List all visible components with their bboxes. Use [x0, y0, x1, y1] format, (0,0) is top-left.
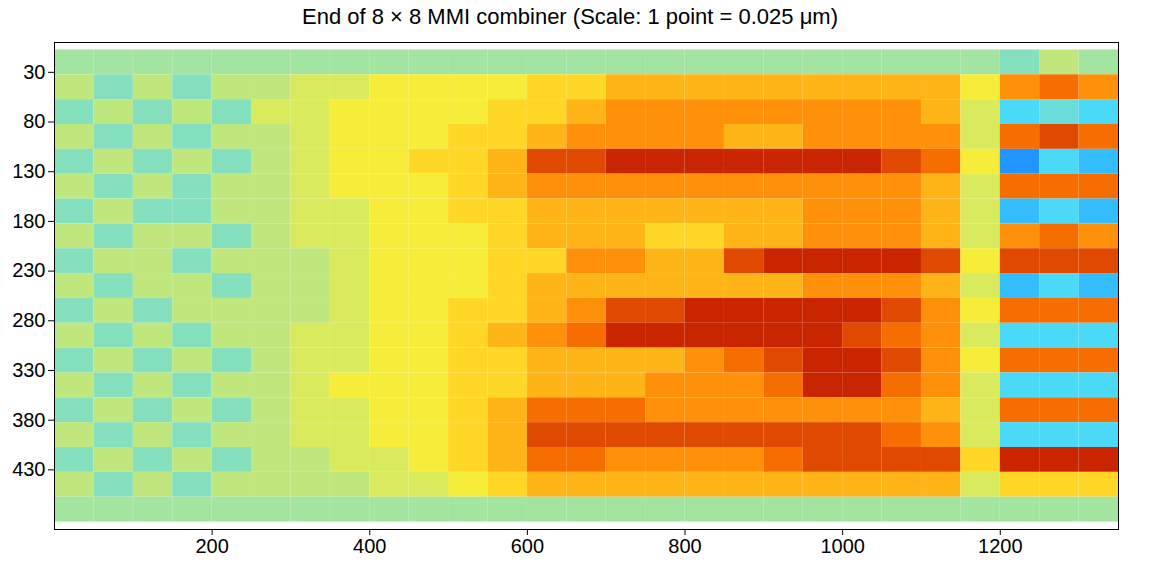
svg-text:600: 600	[511, 535, 544, 557]
svg-text:1200: 1200	[978, 535, 1023, 557]
svg-text:400: 400	[353, 535, 386, 557]
svg-text:180: 180	[12, 210, 45, 232]
html-text:End of 8 × 8 MMI combiner (Sca: End of 8 × 8 MMI combiner (Scale: 1 poin…	[302, 4, 838, 29]
svg-text:130: 130	[12, 160, 45, 182]
svg-text:380: 380	[12, 409, 45, 431]
svg-text:80: 80	[23, 110, 45, 132]
svg-text:1000: 1000	[820, 535, 865, 557]
svg-text:30: 30	[23, 61, 45, 83]
svg-text:230: 230	[12, 259, 45, 281]
svg-text:800: 800	[668, 535, 701, 557]
svg-text:430: 430	[12, 458, 45, 480]
svg-text:330: 330	[12, 359, 45, 381]
svg-text:280: 280	[12, 309, 45, 331]
svg-text:200: 200	[195, 535, 228, 557]
